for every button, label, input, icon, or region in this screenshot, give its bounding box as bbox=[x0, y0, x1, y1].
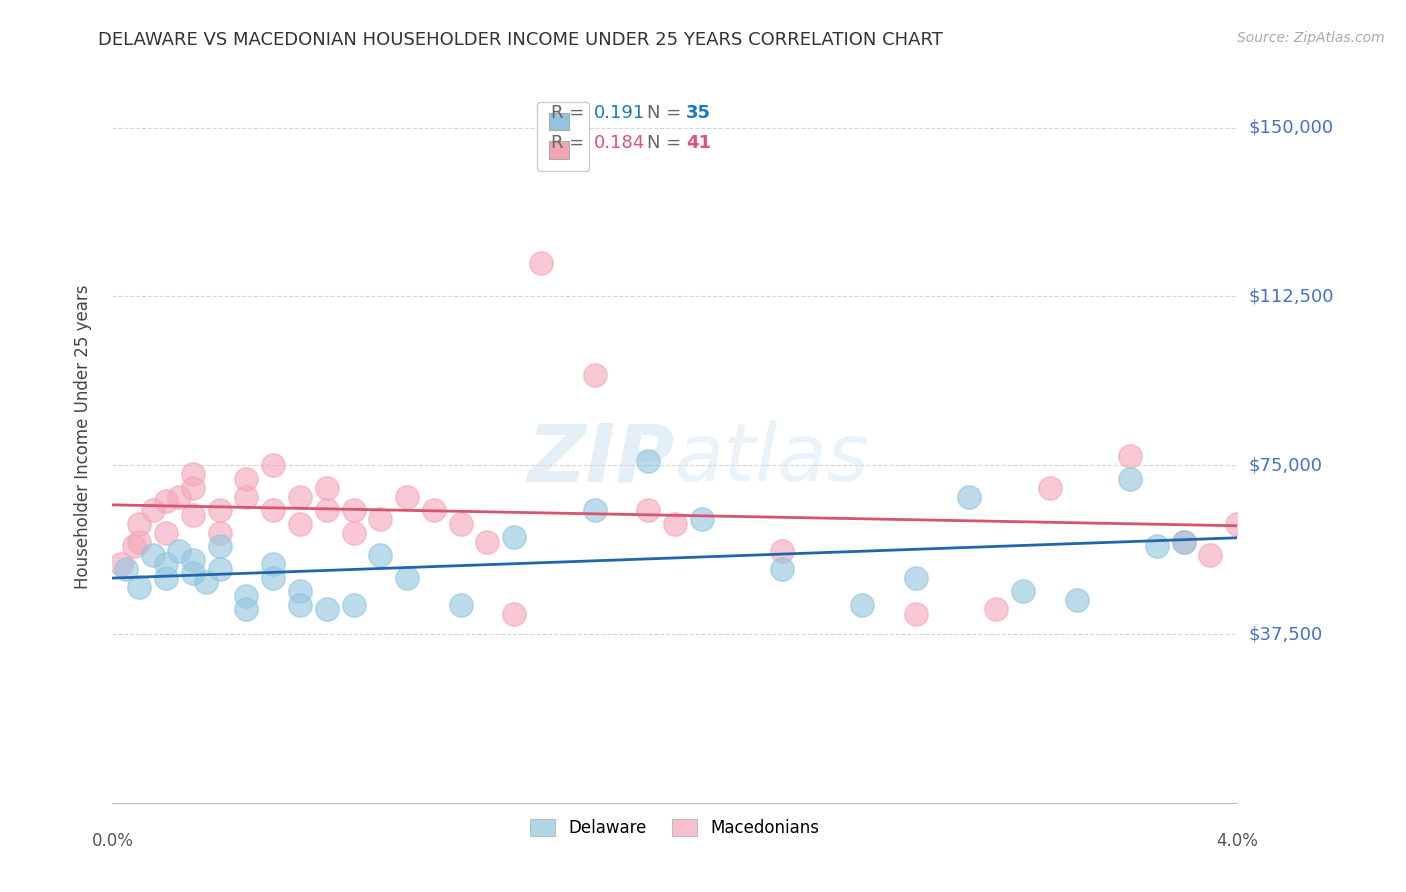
Point bbox=[530, 255, 553, 269]
Text: 35: 35 bbox=[686, 104, 711, 122]
Point bbox=[315, 503, 337, 517]
Point bbox=[450, 516, 472, 531]
Point bbox=[396, 571, 419, 585]
Point bbox=[1012, 584, 1035, 599]
Point bbox=[155, 494, 177, 508]
Point bbox=[115, 562, 138, 576]
Text: $75,000: $75,000 bbox=[1249, 456, 1323, 475]
Point bbox=[342, 503, 364, 517]
Point bbox=[664, 516, 686, 531]
Point bbox=[690, 512, 713, 526]
Point bbox=[342, 525, 364, 540]
Point bbox=[1146, 539, 1168, 553]
Point bbox=[1039, 481, 1062, 495]
Text: 4.0%: 4.0% bbox=[1216, 832, 1258, 850]
Legend: Delaware, Macedonians: Delaware, Macedonians bbox=[522, 811, 828, 846]
Point bbox=[169, 490, 191, 504]
Point bbox=[368, 512, 391, 526]
Text: 0.191: 0.191 bbox=[593, 104, 645, 122]
Point bbox=[155, 558, 177, 572]
Point bbox=[450, 598, 472, 612]
Point bbox=[208, 562, 231, 576]
Point bbox=[1226, 516, 1249, 531]
Point bbox=[423, 503, 446, 517]
Text: DELAWARE VS MACEDONIAN HOUSEHOLDER INCOME UNDER 25 YEARS CORRELATION CHART: DELAWARE VS MACEDONIAN HOUSEHOLDER INCOM… bbox=[98, 31, 943, 49]
Text: $112,500: $112,500 bbox=[1249, 287, 1334, 305]
Point bbox=[637, 453, 659, 467]
Point bbox=[181, 467, 204, 482]
Point bbox=[637, 503, 659, 517]
Point bbox=[1173, 534, 1195, 549]
Point bbox=[142, 503, 165, 517]
Text: N =: N = bbox=[647, 134, 686, 152]
Point bbox=[181, 566, 204, 581]
Point bbox=[1173, 534, 1195, 549]
Point bbox=[128, 516, 150, 531]
Point bbox=[110, 558, 132, 572]
Point bbox=[128, 534, 150, 549]
Text: atlas: atlas bbox=[675, 420, 870, 498]
Point bbox=[368, 548, 391, 562]
Point bbox=[315, 602, 337, 616]
Text: 41: 41 bbox=[686, 134, 711, 152]
Text: ZIP: ZIP bbox=[527, 420, 675, 498]
Point bbox=[208, 503, 231, 517]
Point bbox=[851, 598, 873, 612]
Point bbox=[128, 580, 150, 594]
Point bbox=[142, 548, 165, 562]
Point bbox=[208, 525, 231, 540]
Point bbox=[181, 553, 204, 567]
Point bbox=[262, 503, 284, 517]
Point bbox=[503, 530, 526, 544]
Point bbox=[208, 539, 231, 553]
Point bbox=[288, 598, 311, 612]
Point bbox=[503, 607, 526, 621]
Text: $37,500: $37,500 bbox=[1249, 625, 1323, 643]
Point bbox=[583, 368, 606, 383]
Text: N =: N = bbox=[647, 104, 686, 122]
Point bbox=[986, 602, 1008, 616]
Point bbox=[155, 525, 177, 540]
Point bbox=[904, 607, 927, 621]
Point bbox=[770, 562, 793, 576]
Point bbox=[477, 534, 499, 549]
Point bbox=[195, 575, 218, 590]
Point bbox=[1119, 472, 1142, 486]
Text: 0.184: 0.184 bbox=[593, 134, 645, 152]
Text: 0.0%: 0.0% bbox=[91, 832, 134, 850]
Point bbox=[288, 584, 311, 599]
Point bbox=[262, 558, 284, 572]
Point bbox=[155, 571, 177, 585]
Point bbox=[181, 481, 204, 495]
Point bbox=[288, 490, 311, 504]
Point bbox=[235, 472, 257, 486]
Point bbox=[169, 543, 191, 558]
Point bbox=[235, 589, 257, 603]
Point bbox=[262, 458, 284, 473]
Text: R =: R = bbox=[551, 104, 591, 122]
Point bbox=[770, 543, 793, 558]
Point bbox=[1199, 548, 1222, 562]
Point bbox=[1066, 593, 1088, 607]
Text: $150,000: $150,000 bbox=[1249, 119, 1333, 136]
Point bbox=[288, 516, 311, 531]
Point bbox=[235, 602, 257, 616]
Point bbox=[904, 571, 927, 585]
Point bbox=[262, 571, 284, 585]
Point bbox=[122, 539, 145, 553]
Point bbox=[315, 481, 337, 495]
Point bbox=[342, 598, 364, 612]
Point bbox=[959, 490, 981, 504]
Point bbox=[181, 508, 204, 522]
Text: R =: R = bbox=[551, 134, 591, 152]
Point bbox=[235, 490, 257, 504]
Text: Source: ZipAtlas.com: Source: ZipAtlas.com bbox=[1237, 31, 1385, 45]
Point bbox=[1119, 449, 1142, 463]
Y-axis label: Householder Income Under 25 years: Householder Income Under 25 years bbox=[73, 285, 91, 590]
Point bbox=[583, 503, 606, 517]
Point bbox=[396, 490, 419, 504]
